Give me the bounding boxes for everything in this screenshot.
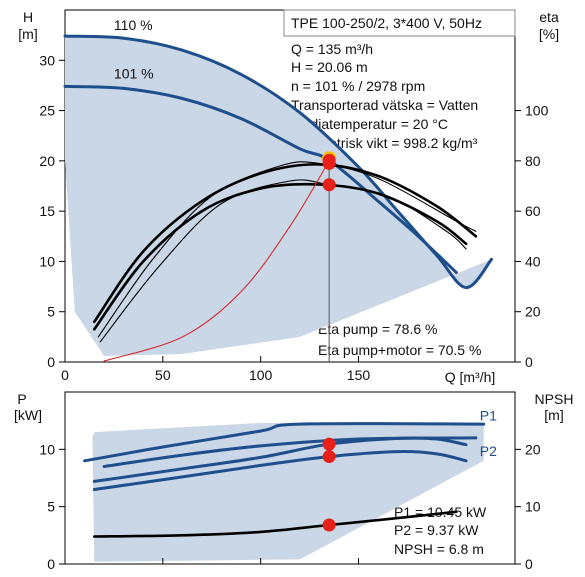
duty-q: Q = 135 m³/h (291, 41, 373, 57)
p-axis-unit: [kW] (14, 407, 42, 423)
x-tick-label: 100 (249, 367, 273, 383)
y-left-tick-label: 25 (39, 103, 55, 119)
series-line (63, 34, 493, 290)
y-left-tick-label: 30 (39, 52, 55, 68)
duty-markers-layer (322, 151, 337, 532)
y-right-tick-label: 0 (525, 556, 533, 572)
series-line (93, 163, 478, 324)
npsh-axis-name: NPSH (535, 391, 574, 407)
series-line (97, 161, 477, 338)
series-line (63, 84, 458, 274)
eta-pump-label: Eta pump = 78.6 % (318, 321, 437, 337)
duty-marker (322, 518, 336, 532)
p-axis-name: P (17, 391, 26, 407)
y-left-tick-label: 5 (47, 499, 55, 515)
series-line (83, 422, 486, 463)
duty-liquid: Transporterad vätska = Vatten (291, 97, 478, 113)
p2-value: P2 = 9.37 kW (394, 522, 479, 538)
y-left-name: H (23, 9, 33, 25)
title-box (283, 9, 516, 37)
chart-title: TPE 100-250/2, 3*400 V, 50Hz (291, 15, 482, 31)
y-left-unit: [m] (18, 26, 37, 42)
operating-area-lower (92, 423, 484, 562)
y-left-tick-label: 10 (39, 253, 55, 269)
duty-marker (322, 450, 336, 464)
x-tick-label: 150 (347, 367, 371, 383)
axis-ticks-layer: 0 50 100 1500510152025300204060801000510010… (39, 52, 548, 572)
npsh-axis-unit: [m] (544, 407, 563, 423)
y-right-tick-label: 100 (525, 103, 549, 119)
x-axis-label: Q [m³/h] (445, 369, 496, 385)
y-left-tick-label: 0 (47, 556, 55, 572)
y-left-tick-label: 10 (39, 441, 55, 457)
y-left-tick-label: 15 (39, 203, 55, 219)
y-right-name: eta (539, 9, 559, 25)
y-right-tick-label: 60 (525, 203, 541, 219)
y-right-tick-label: 80 (525, 153, 541, 169)
y-right-tick-label: 0 (525, 354, 533, 370)
curve-labels-layer: 110 % 101 % P1 P2 (114, 17, 497, 459)
duty-marker (322, 178, 336, 192)
duty-h: H = 20.06 m (291, 59, 368, 75)
y-right-tick-label: 10 (525, 499, 541, 515)
eta-motor-label: Eta pump+motor = 70.5 % (318, 342, 481, 358)
duty-marker (322, 437, 336, 451)
x-tick-label: 0 (61, 367, 69, 383)
curve-label: 110 % (114, 17, 153, 33)
curve-label: P2 (480, 443, 497, 459)
y-left-tick-label: 5 (47, 304, 55, 320)
series-line (93, 182, 468, 331)
x-tick-label: 50 (155, 367, 171, 383)
duty-marker (322, 156, 336, 170)
curve-label: 101 % (114, 65, 154, 81)
series-line (103, 160, 330, 362)
y-right-unit: [%] (539, 26, 559, 42)
y-right-tick-label: 20 (525, 441, 541, 457)
y-left-tick-label: 20 (39, 153, 55, 169)
curve-label: P1 (480, 407, 497, 423)
operating-area-upper (65, 36, 492, 356)
y-right-tick-label: 40 (525, 253, 541, 269)
lower-plot-frame (64, 391, 516, 565)
series-line (102, 436, 478, 468)
y-right-tick-label: 20 (525, 304, 541, 320)
duty-temp: Mediatemperatur = 20 °C (291, 116, 448, 132)
npsh-value: NPSH = 6.8 m (394, 541, 484, 557)
series-line (93, 510, 458, 538)
series-line (99, 179, 467, 343)
y-left-tick-label: 0 (47, 354, 55, 370)
duty-n: n = 101 % / 2978 rpm (291, 78, 425, 94)
operating-area-layer (65, 36, 492, 562)
